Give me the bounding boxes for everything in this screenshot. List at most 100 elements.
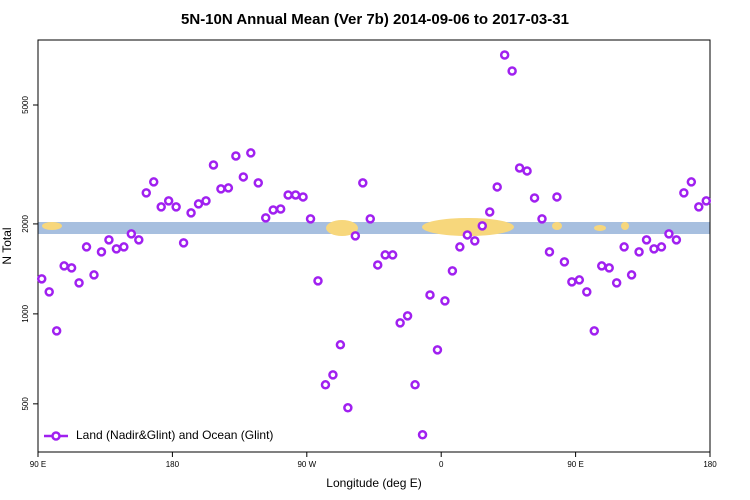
chart-title: 5N-10N Annual Mean (Ver 7b) 2014-09-06 t… bbox=[181, 11, 569, 28]
point bbox=[148, 177, 159, 187]
point bbox=[499, 50, 510, 60]
point bbox=[440, 296, 450, 306]
point bbox=[626, 270, 637, 280]
point bbox=[417, 430, 428, 440]
point bbox=[529, 193, 540, 203]
point bbox=[253, 178, 264, 188]
point bbox=[171, 202, 181, 212]
point bbox=[201, 196, 211, 206]
point bbox=[477, 221, 488, 231]
x-tick-label: 90 W bbox=[297, 460, 316, 469]
point bbox=[216, 184, 226, 194]
point bbox=[313, 276, 323, 286]
point bbox=[395, 318, 405, 328]
point bbox=[305, 214, 316, 224]
point bbox=[126, 229, 137, 239]
point bbox=[656, 242, 667, 252]
x-tick-label: 90 E bbox=[30, 460, 46, 469]
y-axis-label: N Total bbox=[0, 227, 14, 264]
point bbox=[365, 214, 376, 224]
point bbox=[462, 230, 473, 240]
point bbox=[328, 370, 338, 380]
point bbox=[119, 242, 129, 252]
point bbox=[455, 242, 465, 252]
point bbox=[298, 192, 308, 202]
point bbox=[44, 287, 54, 297]
point bbox=[163, 196, 174, 206]
y-tick-label: 5000 bbox=[21, 96, 30, 114]
point bbox=[358, 178, 368, 188]
point bbox=[544, 247, 555, 257]
land-blob bbox=[621, 222, 629, 230]
land-blob bbox=[594, 225, 606, 231]
point bbox=[552, 192, 562, 202]
point bbox=[686, 177, 697, 187]
point bbox=[193, 199, 204, 209]
point bbox=[507, 66, 517, 76]
point bbox=[104, 235, 114, 245]
point bbox=[634, 247, 644, 257]
x-tick-label: 0 bbox=[439, 460, 444, 469]
point bbox=[649, 244, 659, 254]
x-tick-label: 180 bbox=[703, 460, 717, 469]
x-tick-label: 180 bbox=[166, 460, 180, 469]
point bbox=[343, 403, 353, 413]
point bbox=[694, 202, 704, 212]
point bbox=[74, 278, 84, 288]
point bbox=[51, 326, 62, 336]
point bbox=[619, 242, 629, 252]
point bbox=[582, 287, 592, 297]
point bbox=[402, 311, 413, 321]
point bbox=[208, 160, 219, 170]
point bbox=[447, 266, 458, 276]
point bbox=[492, 182, 502, 192]
x-tick-label: 90 E bbox=[567, 460, 583, 469]
point bbox=[514, 163, 525, 173]
point bbox=[89, 270, 99, 280]
point bbox=[559, 257, 570, 267]
point bbox=[679, 188, 689, 198]
point bbox=[96, 247, 107, 257]
ocean-band bbox=[38, 222, 710, 234]
point bbox=[470, 236, 480, 246]
point bbox=[387, 250, 398, 260]
point bbox=[574, 275, 585, 285]
plot-frame bbox=[37, 39, 711, 453]
point bbox=[589, 326, 600, 336]
point bbox=[701, 196, 712, 206]
y-tick-label: 500 bbox=[21, 397, 30, 411]
point bbox=[36, 274, 47, 284]
x-axis-label: Longitude (deg E) bbox=[326, 476, 421, 490]
point bbox=[290, 190, 301, 200]
point bbox=[275, 204, 286, 214]
point bbox=[664, 229, 674, 239]
point bbox=[111, 244, 122, 254]
y-tick-label: 1000 bbox=[21, 304, 30, 322]
point bbox=[671, 235, 682, 245]
point bbox=[641, 235, 652, 245]
point bbox=[537, 214, 547, 224]
point bbox=[223, 183, 234, 193]
point bbox=[283, 190, 293, 200]
point bbox=[320, 380, 331, 390]
point bbox=[268, 205, 278, 215]
point bbox=[484, 207, 495, 217]
point bbox=[231, 151, 241, 161]
point bbox=[156, 202, 166, 212]
point bbox=[260, 213, 271, 223]
point bbox=[596, 261, 607, 271]
point bbox=[410, 380, 420, 390]
point bbox=[81, 242, 92, 252]
point bbox=[604, 263, 614, 273]
point bbox=[186, 208, 196, 218]
legend-label: Land (Nadir&Glint) and Ocean (Glint) bbox=[76, 428, 273, 442]
point bbox=[372, 260, 383, 270]
point bbox=[335, 340, 346, 350]
point bbox=[246, 148, 256, 158]
point bbox=[567, 277, 577, 287]
point bbox=[238, 172, 249, 182]
map-strip bbox=[38, 218, 710, 236]
point bbox=[59, 261, 69, 271]
point bbox=[141, 188, 152, 198]
